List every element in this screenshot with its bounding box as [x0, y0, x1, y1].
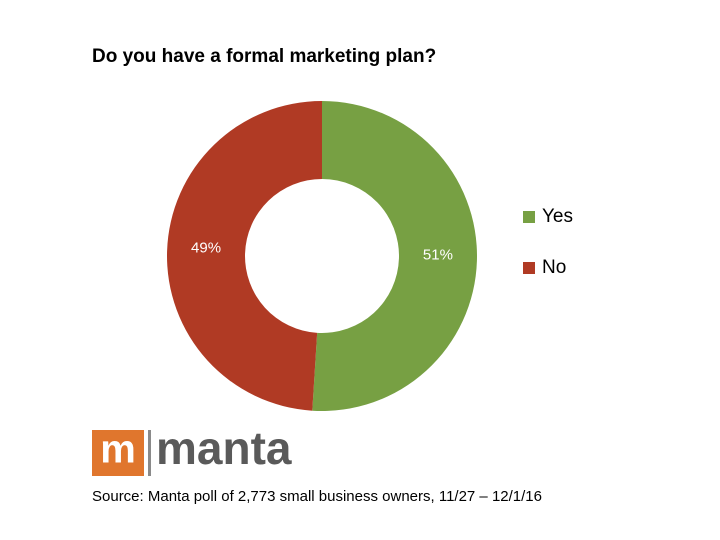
source-note: Source: Manta poll of 2,773 small busine…	[92, 488, 542, 505]
legend-swatch	[523, 211, 535, 223]
data-label: 49%	[191, 239, 221, 256]
logo-divider	[148, 430, 151, 476]
chart-title: Do you have a formal marketing plan?	[92, 46, 436, 67]
donut-segment	[167, 101, 322, 411]
logo-text: manta	[156, 422, 292, 474]
legend-label: Yes	[542, 206, 573, 227]
legend-label: No	[542, 257, 566, 278]
logo-box	[92, 430, 144, 476]
legend-swatch	[523, 262, 535, 274]
logo-letter: m	[100, 428, 136, 472]
donut-segment	[312, 101, 478, 411]
data-label: 51%	[423, 247, 453, 264]
